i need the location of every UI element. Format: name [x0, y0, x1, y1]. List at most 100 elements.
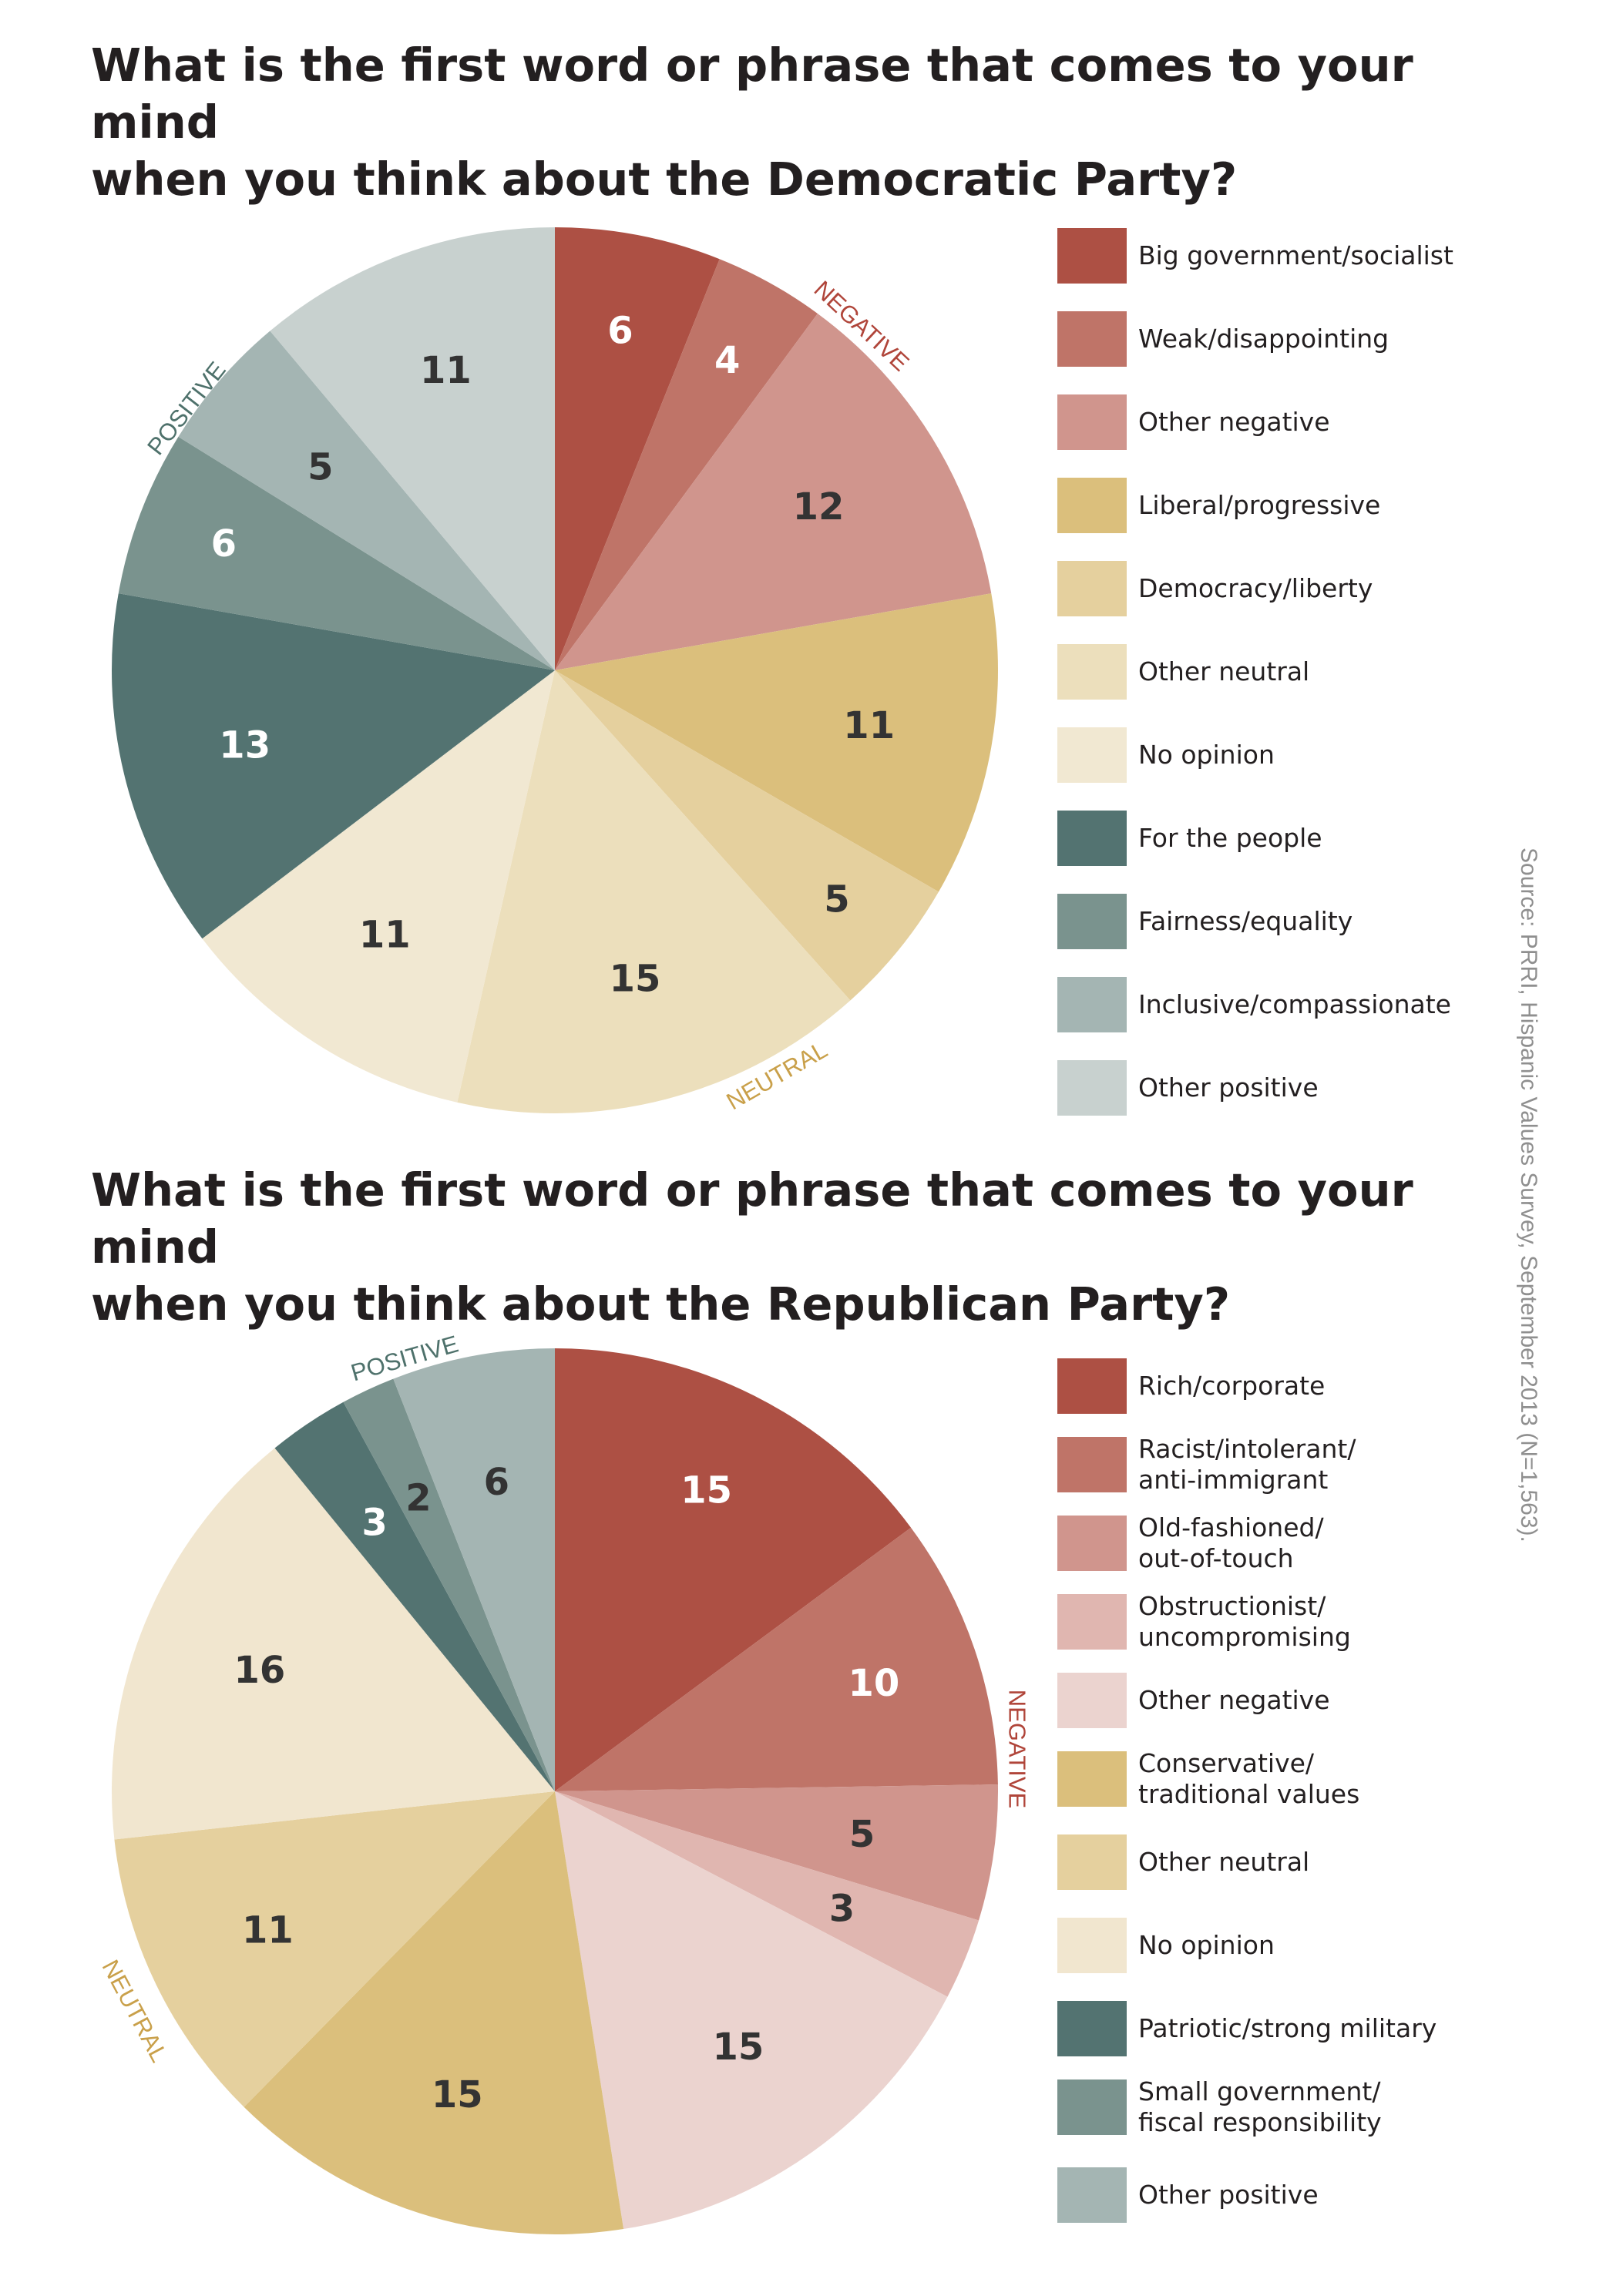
- democratic-legend-item-weak-disappointing: Weak/disappointing: [1057, 311, 1566, 367]
- republican-value-label-small-government-fiscal-responsibility: 2: [405, 1476, 431, 1519]
- republican-legend-item-other-positive: Other positive: [1057, 2167, 1566, 2223]
- legend-label: Patriotic/strong military: [1138, 2013, 1437, 2043]
- legend-swatch: [1057, 644, 1127, 700]
- republican-value-label-no-opinion: 16: [234, 1649, 286, 1692]
- legend-label: Rich/corporate: [1138, 1371, 1326, 1401]
- legend-label: Big government/socialist: [1138, 240, 1453, 270]
- legend-label: Small government/ fiscal responsibility: [1138, 2076, 1382, 2137]
- legend-swatch: [1057, 811, 1127, 866]
- legend-swatch: [1057, 977, 1127, 1032]
- legend-swatch: [1057, 727, 1127, 783]
- republican-value-label-other-negative: 15: [713, 2026, 764, 2069]
- republican-value-label-rich-corporate: 15: [680, 1469, 732, 1512]
- legend-swatch: [1057, 1437, 1127, 1492]
- republican-value-label-other-positive: 6: [484, 1461, 509, 1504]
- republican-legend-item-small-government-fiscal-responsibility: Small government/ fiscal responsibility: [1057, 2076, 1566, 2137]
- republican-slice-other-neutral: [114, 1791, 555, 2107]
- republican-value-label-obstructionist-uncompromising: 3: [829, 1888, 855, 1931]
- democratic-value-label-democracy-liberty: 5: [824, 878, 849, 921]
- legend-label: No opinion: [1138, 740, 1275, 770]
- republican-slice-no-opinion: [111, 1448, 555, 1840]
- democratic-slice-other-positive: [270, 227, 555, 670]
- legend-swatch: [1057, 1594, 1127, 1650]
- chart-title-democratic: What is the first word or phrase that co…: [91, 39, 1413, 206]
- democratic-value-label-no-opinion: 11: [359, 913, 411, 956]
- democratic-slice-weak-disappointing: [555, 259, 818, 670]
- republican-legend-item-rich-corporate: Rich/corporate: [1057, 1358, 1566, 1414]
- legend-swatch: [1057, 1673, 1127, 1728]
- legend-swatch: [1057, 2001, 1127, 2056]
- democratic-legend-item-other-negative: Other negative: [1057, 394, 1566, 450]
- legend-label: Conservative/ traditional values: [1138, 1748, 1360, 1809]
- democratic-legend-item-other-neutral: Other neutral: [1057, 644, 1566, 700]
- republican-legend-item-racist-intolerant-anti-immigrant: Racist/intolerant/ anti-immigrant: [1057, 1434, 1566, 1495]
- republican-slice-old-fashioned-out-of-touch: [555, 1784, 998, 1921]
- democratic-slice-liberal-progressive: [555, 593, 998, 892]
- republican-legend-item-other-negative: Other negative: [1057, 1673, 1566, 1728]
- democratic-value-label-inclusive-compassionate: 5: [307, 445, 333, 488]
- legend-label: Obstructionist/ uncompromising: [1138, 1591, 1351, 1652]
- legend-label: Other neutral: [1138, 656, 1310, 686]
- democratic-legend-item-for-the-people: For the people: [1057, 811, 1566, 866]
- democratic-legend-item-liberal-progressive: Liberal/progressive: [1057, 478, 1566, 533]
- legend-label: Liberal/progressive: [1138, 490, 1381, 520]
- democratic-value-label-other-neutral: 15: [610, 958, 661, 1001]
- legend-swatch: [1057, 2167, 1127, 2223]
- legend-swatch: [1057, 478, 1127, 533]
- democratic-legend-item-democracy-liberty: Democracy/liberty: [1057, 561, 1566, 616]
- republican-legend-item-obstructionist-uncompromising: Obstructionist/ uncompromising: [1057, 1591, 1566, 1652]
- democratic-legend-item-no-opinion: No opinion: [1057, 727, 1566, 783]
- republican-slice-rich-corporate: [555, 1348, 912, 1791]
- democratic-value-label-for-the-people: 13: [219, 724, 270, 767]
- democratic-legend-item-other-positive: Other positive: [1057, 1060, 1566, 1116]
- republican-legend-item-other-neutral: Other neutral: [1057, 1834, 1566, 1890]
- legend-label: Other negative: [1138, 407, 1330, 437]
- republican-slice-small-government-fiscal-responsibility: [343, 1378, 555, 1791]
- legend-label: Other neutral: [1138, 1847, 1310, 1877]
- democratic-value-label-liberal-progressive: 11: [843, 704, 895, 747]
- legend-label: Other negative: [1138, 1685, 1330, 1715]
- legend-label: Other positive: [1138, 2180, 1319, 2210]
- legend-swatch: [1057, 2079, 1127, 2135]
- republican-slice-other-positive: [393, 1348, 555, 1791]
- democratic-slice-other-neutral: [457, 670, 851, 1113]
- republican-value-label-old-fashioned-out-of-touch: 5: [849, 1813, 875, 1856]
- democratic-slice-inclusive-compassionate: [178, 331, 555, 670]
- chart-title-republican: What is the first word or phrase that co…: [91, 1163, 1413, 1331]
- republican-slice-other-negative: [555, 1791, 948, 2230]
- republican-group-label-negative: NEGATIVE: [1004, 1690, 1031, 1808]
- legend-swatch: [1057, 561, 1127, 616]
- legend-swatch: [1057, 1751, 1127, 1807]
- legend-swatch: [1057, 1516, 1127, 1571]
- democratic-slice-big-government-socialist: [555, 227, 720, 670]
- legend-swatch: [1057, 1918, 1127, 1973]
- republican-slice-racist-intolerant-anti-immigrant: [555, 1527, 998, 1791]
- republican-slice-conservative-traditional-values: [244, 1791, 624, 2235]
- legend-swatch: [1057, 1834, 1127, 1890]
- legend-label: Other positive: [1138, 1072, 1319, 1103]
- democratic-slice-other-negative: [555, 313, 992, 670]
- legend-label: For the people: [1138, 823, 1322, 853]
- democratic-slice-for-the-people: [112, 593, 555, 939]
- republican-value-label-conservative-traditional-values: 15: [432, 2073, 483, 2116]
- democratic-value-label-fairness-equality: 6: [211, 522, 237, 566]
- republican-slice-patriotic-strong-military: [274, 1401, 555, 1791]
- republican-value-label-patriotic-strong-military: 3: [361, 1501, 387, 1544]
- democratic-legend-item-big-government-socialist: Big government/socialist: [1057, 228, 1566, 284]
- legend-swatch: [1057, 228, 1127, 284]
- democratic-legend-item-inclusive-compassionate: Inclusive/compassionate: [1057, 977, 1566, 1032]
- democratic-value-label-other-positive: 11: [420, 349, 472, 392]
- legend-swatch: [1057, 1060, 1127, 1116]
- republican-legend-item-old-fashioned-out-of-touch: Old-fashioned/ out-of-touch: [1057, 1512, 1566, 1573]
- legend-label: Democracy/liberty: [1138, 573, 1373, 603]
- legend-label: Old-fashioned/ out-of-touch: [1138, 1512, 1324, 1573]
- democratic-value-label-big-government-socialist: 6: [607, 310, 633, 353]
- democratic-slice-fairness-equality: [118, 436, 556, 670]
- democratic-legend-item-fairness-equality: Fairness/equality: [1057, 894, 1566, 949]
- legend-label: No opinion: [1138, 1930, 1275, 1960]
- republican-legend-item-no-opinion: No opinion: [1057, 1918, 1566, 1973]
- democratic-value-label-other-negative: 12: [793, 485, 845, 529]
- legend-label: Fairness/equality: [1138, 906, 1353, 936]
- legend-label: Weak/disappointing: [1138, 324, 1389, 354]
